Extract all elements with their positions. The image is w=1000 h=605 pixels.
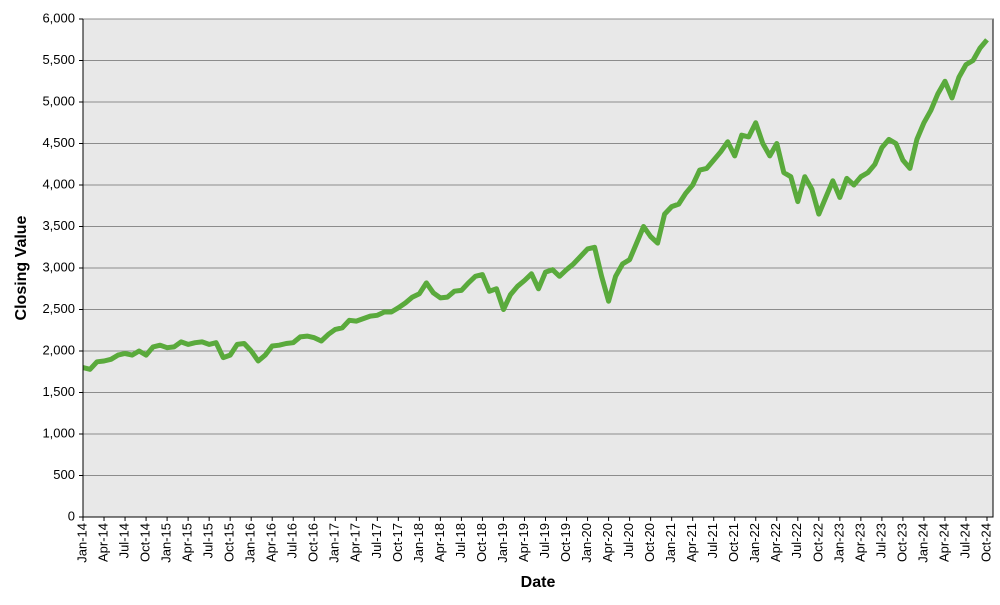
x-tick-label: Oct-14 (138, 523, 153, 562)
y-tick-label: 3,500 (42, 218, 75, 233)
y-axis-title: Closing Value (13, 215, 30, 320)
x-tick-label: Apr-14 (95, 523, 110, 562)
y-tick-label: 0 (68, 508, 75, 523)
x-tick-label: Apr-18 (432, 523, 447, 562)
x-tick-label: Apr-21 (684, 523, 699, 562)
y-tick-label: 5,000 (42, 93, 75, 108)
x-tick-label: Jan-22 (747, 523, 762, 563)
x-tick-label: Apr-16 (264, 523, 279, 562)
x-tick-label: Apr-15 (180, 523, 195, 562)
x-tick-label: Oct-16 (306, 523, 321, 562)
x-tick-label: Jul-18 (453, 523, 468, 558)
x-tick-label: Jul-17 (369, 523, 384, 558)
y-tick-label: 500 (53, 467, 75, 482)
x-tick-label: Oct-23 (894, 523, 909, 562)
x-tick-label: Jul-22 (789, 523, 804, 558)
x-tick-label: Jul-23 (873, 523, 888, 558)
y-tick-label: 4,000 (42, 176, 75, 191)
x-tick-label: Oct-17 (390, 523, 405, 562)
x-tick-label: Jan-14 (74, 523, 89, 563)
x-tick-label: Jul-14 (116, 523, 131, 558)
x-tick-label: Apr-23 (852, 523, 867, 562)
x-tick-label: Jul-21 (705, 523, 720, 558)
x-tick-label: Apr-20 (600, 523, 615, 562)
x-tick-label: Jan-16 (243, 523, 258, 563)
y-tick-label: 2,500 (42, 301, 75, 316)
x-axis-title: Date (521, 574, 556, 591)
y-tick-label: 2,000 (42, 342, 75, 357)
x-tick-label: Jul-15 (201, 523, 216, 558)
y-tick-label: 6,000 (42, 10, 75, 25)
x-tick-label: Oct-24 (978, 523, 993, 562)
x-tick-label: Jan-20 (579, 523, 594, 563)
x-tick-label: Oct-19 (558, 523, 573, 562)
x-tick-label: Jan-18 (411, 523, 426, 563)
x-tick-label: Jul-16 (285, 523, 300, 558)
x-tick-label: Oct-20 (642, 523, 657, 562)
y-tick-label: 3,000 (42, 259, 75, 274)
x-tick-label: Apr-17 (348, 523, 363, 562)
x-tick-label: Oct-21 (726, 523, 741, 562)
x-tick-label: Jan-19 (495, 523, 510, 563)
x-tick-label: Oct-18 (474, 523, 489, 562)
x-tick-label: Jan-17 (327, 523, 342, 563)
x-tick-label: Jan-21 (663, 523, 678, 563)
x-tick-label: Oct-15 (222, 523, 237, 562)
x-tick-label: Oct-22 (810, 523, 825, 562)
x-tick-label: Jan-23 (831, 523, 846, 563)
x-tick-label: Apr-24 (936, 523, 951, 562)
x-tick-label: Apr-22 (768, 523, 783, 562)
x-tick-label: Jan-15 (159, 523, 174, 563)
y-tick-label: 1,000 (42, 425, 75, 440)
x-tick-label: Apr-19 (516, 523, 531, 562)
x-tick-label: Jul-24 (957, 523, 972, 558)
x-tick-label: Jul-20 (621, 523, 636, 558)
y-tick-label: 4,500 (42, 135, 75, 150)
x-tick-label: Jul-19 (537, 523, 552, 558)
x-tick-label: Jan-24 (915, 523, 930, 563)
data-line (82, 38, 989, 372)
y-tick-label: 1,500 (42, 384, 75, 399)
y-tick-label: 5,500 (42, 52, 75, 67)
